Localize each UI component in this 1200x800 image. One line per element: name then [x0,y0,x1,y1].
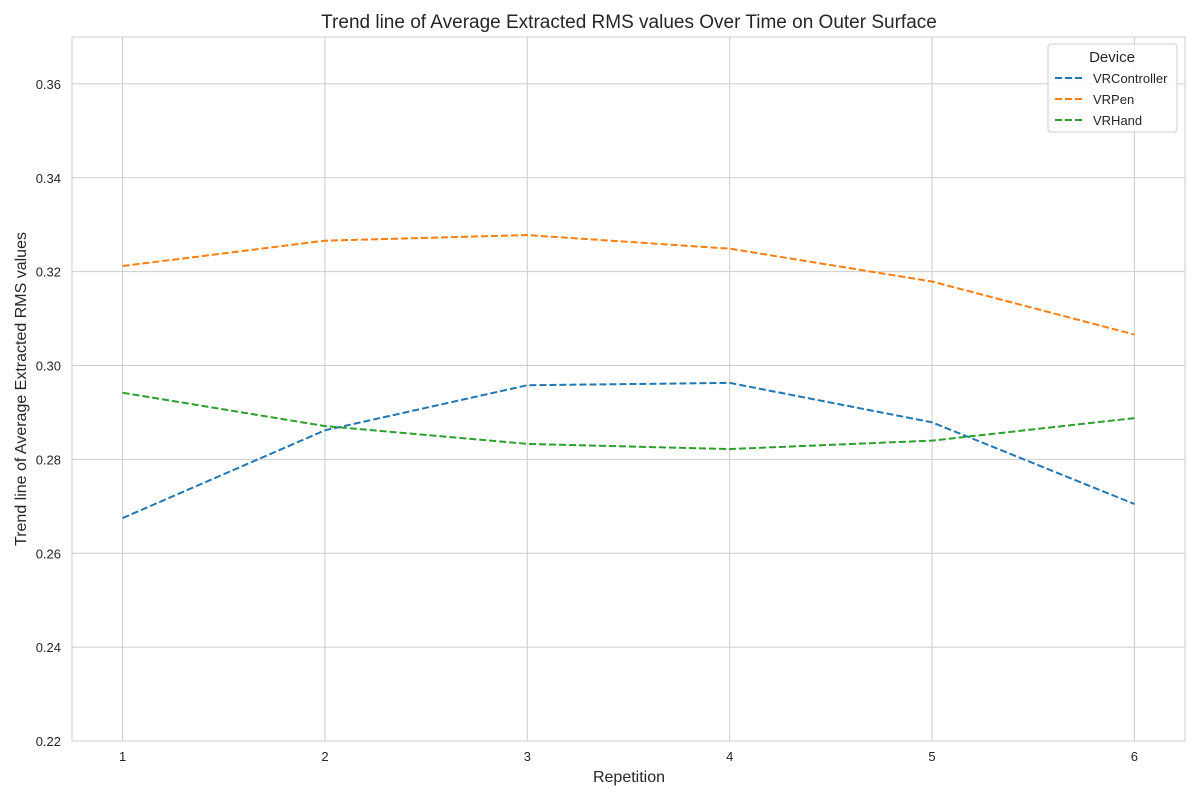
x-tick-label: 5 [928,749,935,764]
x-tick-label: 2 [321,749,328,764]
x-gridlines [122,37,1135,741]
chart-title: Trend line of Average Extracted RMS valu… [321,12,937,33]
x-tick-label: 1 [119,749,126,764]
series-line-vrcontroller [122,381,1135,519]
legend-items: VRController VRPen VRHand [1055,71,1168,128]
y-tick-label: 0.24 [36,640,61,655]
x-tick-label: 4 [726,749,733,764]
y-tick-label: 0.30 [36,359,61,374]
y-tick-label: 0.28 [36,452,61,467]
x-axis-label: Repetition [593,769,665,786]
x-tick-label: 3 [524,749,531,764]
y-tick-label: 0.34 [36,171,61,186]
y-tick-label: 0.22 [36,734,61,749]
y-tick-label: 0.36 [36,77,61,92]
x-tick-labels: 1 2 3 4 5 6 [119,749,1138,764]
series-line-vrhand [122,391,1135,451]
legend: Device VRController VRPen VRHand [1047,43,1178,133]
series-lines [122,234,1135,519]
x-tick-label: 6 [1131,749,1138,764]
legend-box [1047,43,1178,133]
y-tick-labels: 0.22 0.24 0.26 0.28 0.30 0.32 0.34 0.36 [36,77,61,749]
y-tick-label: 0.26 [36,546,61,561]
plot-area [71,36,1186,742]
y-gridlines [72,83,1185,742]
legend-label: VRController [1093,71,1168,86]
legend-title: Device [1089,49,1135,66]
y-tick-label: 0.32 [36,265,61,280]
legend-label: VRPen [1093,92,1134,107]
legend-label: VRHand [1093,113,1142,128]
y-axis-label: Trend line of Average Extracted RMS valu… [13,232,30,546]
